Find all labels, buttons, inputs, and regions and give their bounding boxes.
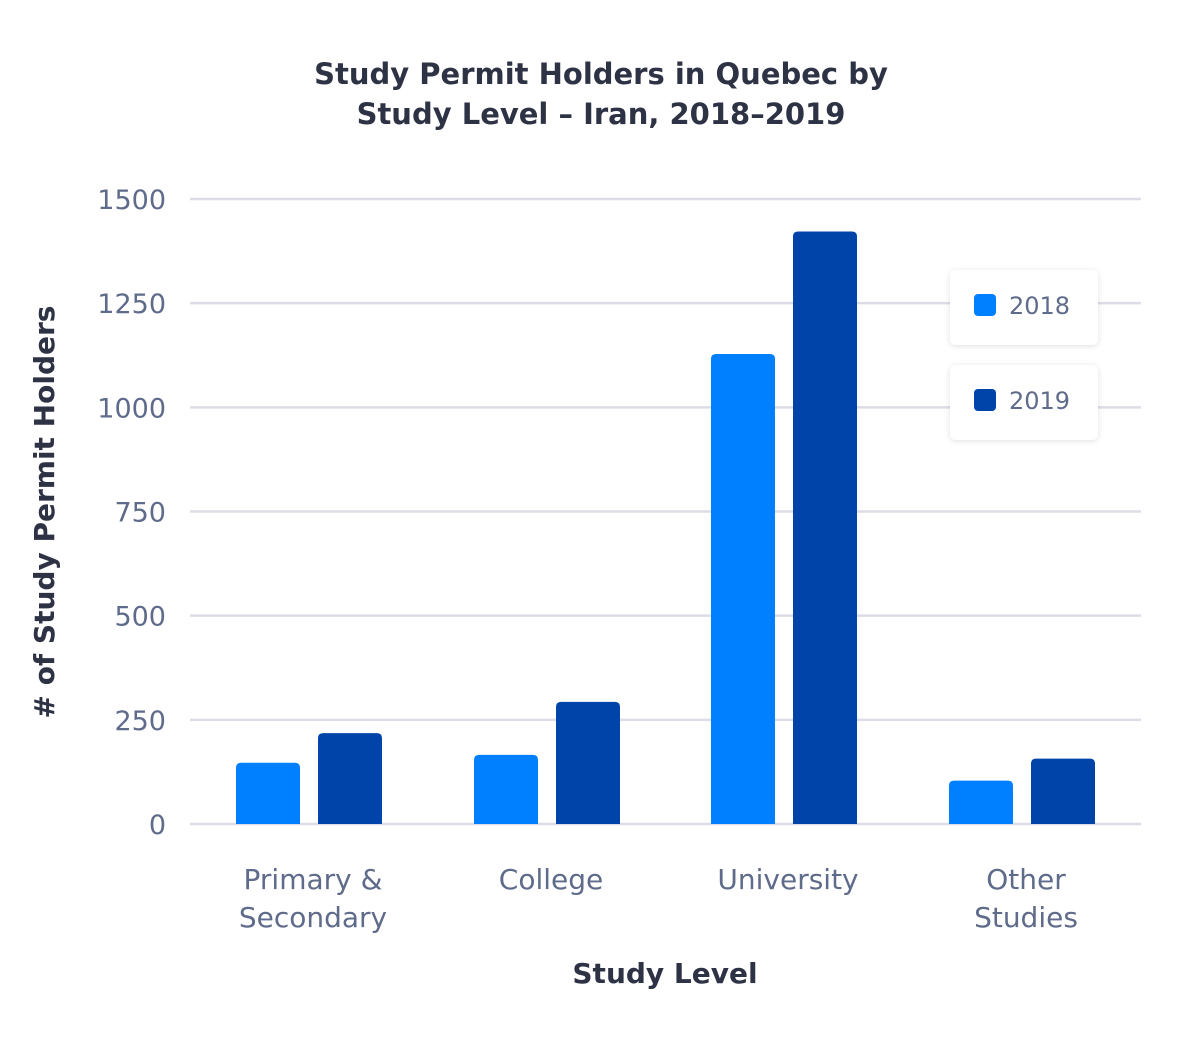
y-tick-label: 500: [114, 602, 166, 633]
y-tick-label: 750: [114, 498, 166, 529]
x-tick-label: Primary &: [244, 863, 383, 896]
bar-2018: [474, 754, 538, 824]
bar-2019: [1031, 758, 1095, 824]
y-tick-label: 1000: [97, 393, 166, 424]
chart-title-line-2: Study Level – Iran, 2018–2019: [357, 97, 846, 131]
chart-title-line-1: Study Permit Holders in Quebec by: [314, 57, 888, 91]
y-axis-label: # of Study Permit Holders: [28, 306, 61, 719]
bar-2019: [793, 231, 857, 824]
legend-swatch: [974, 389, 996, 411]
legend-label: 2018: [1009, 292, 1070, 320]
x-tick-label: Studies: [974, 901, 1078, 934]
y-tick-label: 250: [114, 706, 166, 737]
x-tick-label: University: [717, 863, 858, 896]
legend-swatch: [974, 294, 996, 316]
legend-item-2019: 2019: [950, 365, 1098, 440]
x-tick-label: Secondary: [239, 901, 387, 934]
y-tick-label: 1250: [97, 289, 166, 320]
legend-box: [950, 270, 1098, 345]
legend-item-2018: 2018: [950, 270, 1098, 345]
x-axis-label: Study Level: [572, 957, 757, 990]
bar-2019: [556, 701, 620, 824]
bar-2019: [318, 733, 382, 824]
x-tick-label: Other: [986, 863, 1066, 896]
legend-label: 2019: [1009, 387, 1070, 415]
bar-2018: [236, 762, 300, 824]
y-tick-label: 1500: [97, 185, 166, 216]
legend-box: [950, 365, 1098, 440]
x-tick-label: College: [499, 863, 603, 896]
bar-2018: [949, 780, 1013, 824]
y-tick-label: 0: [149, 810, 166, 841]
bar-2018: [711, 354, 775, 824]
